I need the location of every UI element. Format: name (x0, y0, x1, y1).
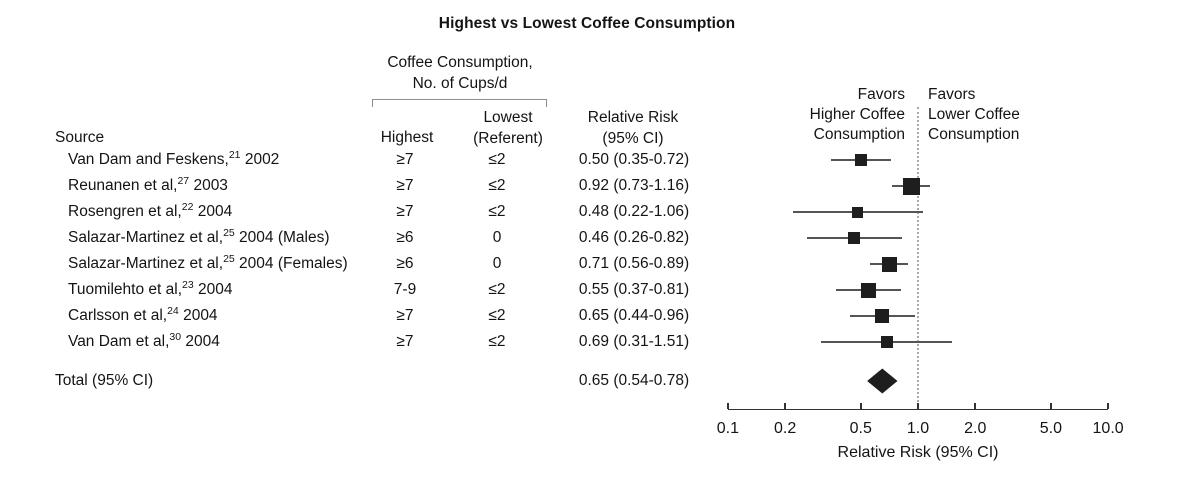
relative-risk-column-header: Relative Risk (95% CI) (553, 107, 713, 149)
point-estimate-square (882, 256, 898, 272)
figure-title: Highest vs Lowest Coffee Consumption (438, 15, 736, 32)
study-source: Reunanen et al,27 2003 (68, 174, 228, 194)
null-effect-reference-line (917, 107, 919, 410)
point-estimate-square (854, 154, 867, 166)
study-source: Salazar-Martinez et al,25 2004 (Females) (68, 252, 348, 272)
study-source: Carlsson et al,24 2004 (68, 304, 218, 324)
lowest-header-line2: (Referent) (473, 130, 543, 147)
rr-header-line1: Relative Risk (587, 109, 679, 126)
x-axis-tick (1050, 403, 1052, 409)
study-source: Van Dam et al,30 2004 (68, 330, 220, 350)
reference-superscript: 21 (228, 148, 241, 161)
study-rr-text: 0.65 (0.44-0.96) (578, 307, 690, 324)
x-axis-label: Relative Risk (95% CI) (837, 444, 999, 461)
study-source: Tuomilehto et al,23 2004 (68, 278, 233, 298)
total-rr-text: 0.65 (0.54-0.78) (578, 372, 690, 389)
study-lowest-cups: 0 (492, 229, 502, 246)
point-estimate-square (861, 282, 877, 298)
x-axis-tick (727, 403, 729, 409)
reference-superscript: 22 (181, 200, 194, 213)
reference-superscript: 30 (169, 330, 182, 343)
study-rr-text: 0.48 (0.22-1.06) (578, 203, 690, 220)
study-source: Rosengren et al,22 2004 (68, 200, 233, 220)
study-highest-cups: ≥7 (396, 203, 414, 220)
x-axis-tick-label: 10.0 (1092, 420, 1124, 437)
study-highest-cups: ≥6 (396, 255, 414, 272)
point-estimate-square (847, 232, 860, 244)
x-axis-tick (859, 403, 862, 409)
reference-superscript: 24 (167, 304, 179, 317)
study-rr-text: 0.46 (0.26-0.82) (578, 229, 690, 246)
x-axis-tick-label: 2.0 (964, 420, 987, 437)
point-estimate-square (875, 309, 890, 323)
study-rr-text: 0.92 (0.73-1.16) (578, 177, 690, 194)
favors-higher-coffee-label: Favors Higher Coffee Consumption (735, 85, 905, 145)
point-estimate-square (881, 336, 894, 348)
study-lowest-cups: ≤2 (488, 177, 506, 194)
x-axis-tick-label: 0.5 (849, 420, 872, 437)
x-axis-tick (784, 403, 786, 409)
study-highest-cups: ≥7 (396, 307, 414, 324)
study-highest-cups: ≥7 (396, 151, 414, 168)
reference-superscript: 23 (182, 278, 194, 291)
reference-superscript: 25 (223, 252, 235, 265)
favors-left-line1: Favors (857, 86, 905, 103)
study-lowest-cups: ≤2 (488, 203, 506, 220)
study-lowest-cups: ≤2 (488, 151, 506, 168)
x-axis-tick-label: 1.0 (906, 420, 930, 437)
point-estimate-square (902, 177, 920, 195)
rr-header-line2: (95% CI) (602, 130, 664, 147)
highest-column-header: Highest (380, 129, 434, 146)
study-source: Van Dam and Feskens,21 2002 (68, 148, 280, 168)
total-row-label: Total (95% CI) (55, 372, 154, 389)
x-axis-tick (917, 403, 919, 409)
study-source: Salazar-Martinez et al,25 2004 (Males) (68, 226, 330, 246)
source-column-header: Source (55, 129, 105, 146)
study-lowest-cups: 0 (492, 255, 502, 272)
coffee-consumption-group-header: Coffee Consumption, No. of Cups/d (360, 52, 560, 94)
study-lowest-cups: ≤2 (488, 307, 506, 324)
study-lowest-cups: ≤2 (488, 333, 506, 350)
study-rr-text: 0.55 (0.37-0.81) (578, 281, 690, 298)
lowest-header-line1: Lowest (483, 109, 533, 126)
group-header-line1: Coffee Consumption, (387, 54, 533, 71)
x-axis-tick (1107, 403, 1109, 409)
study-highest-cups: 7-9 (393, 281, 417, 298)
x-axis-tick-label: 0.2 (774, 420, 797, 437)
favors-lower-coffee-label: Favors Lower Coffee Consumption (928, 85, 1098, 145)
reference-superscript: 27 (177, 174, 190, 187)
favors-right-line1: Favors (928, 86, 976, 103)
x-axis-tick-label: 0.1 (716, 420, 740, 437)
lowest-column-header: Lowest (Referent) (458, 107, 558, 149)
study-highest-cups: ≥6 (396, 229, 414, 246)
favors-left-line2: Higher Coffee (809, 106, 905, 123)
study-rr-text: 0.71 (0.56-0.89) (578, 255, 690, 272)
study-lowest-cups: ≤2 (488, 281, 506, 298)
favors-right-line3: Consumption (928, 126, 1020, 143)
total-diamond-marker (867, 368, 898, 394)
x-axis-tick (974, 403, 977, 409)
x-axis-line (728, 408, 1108, 411)
study-rr-text: 0.69 (0.31-1.51) (578, 333, 690, 350)
point-estimate-square (851, 206, 863, 218)
x-axis-tick-label: 5.0 (1039, 420, 1062, 437)
group-header-line2: No. of Cups/d (412, 75, 508, 92)
study-highest-cups: ≥7 (396, 177, 414, 194)
favors-left-line3: Consumption (813, 126, 905, 143)
favors-right-line2: Lower Coffee (928, 106, 1020, 123)
study-rr-text: 0.50 (0.35-0.72) (578, 151, 690, 168)
study-highest-cups: ≥7 (396, 333, 414, 350)
group-header-bracket (372, 99, 547, 107)
reference-superscript: 25 (223, 226, 235, 239)
